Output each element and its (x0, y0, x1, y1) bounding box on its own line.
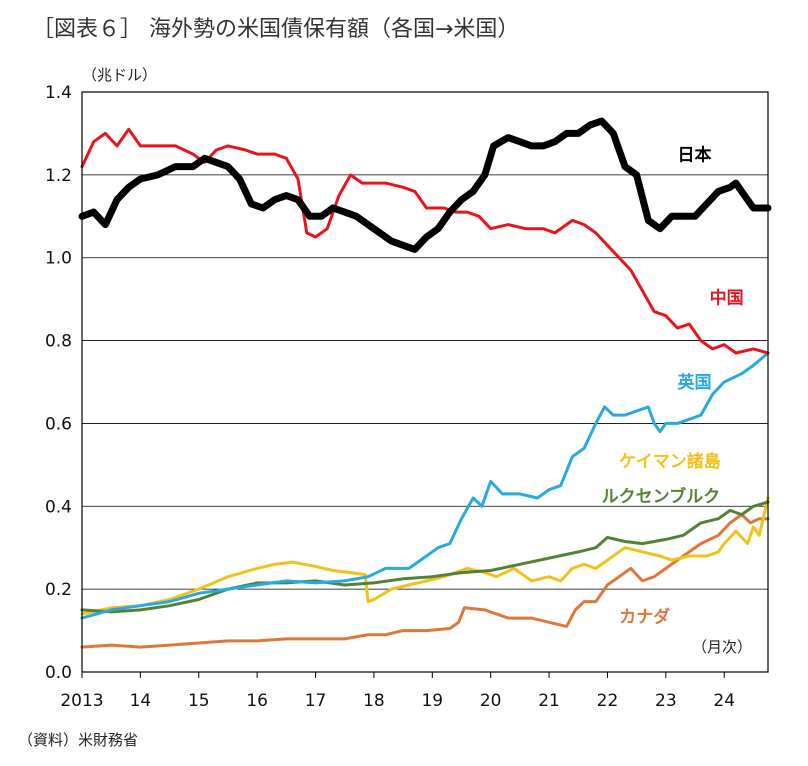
y-tick-label: 0.4 (45, 497, 72, 517)
chart-title: ［図表６］ 海外勢の米国債保有額（各国→米国） (32, 17, 519, 42)
series-label: カナダ (619, 606, 670, 627)
gridlines (82, 174, 768, 590)
y-tick-label: 1.2 (45, 166, 72, 186)
x-tick-label: 15 (188, 691, 210, 711)
x-tick-label: 20 (480, 691, 502, 711)
series-label: ケイマン諸島 (619, 451, 721, 472)
x-tick-label: 18 (363, 691, 385, 711)
y-tick-label: 1.0 (45, 249, 72, 269)
x-tick-label: 22 (597, 691, 619, 711)
y-tick-label: 1.4 (45, 83, 72, 103)
x-tick-label: 17 (305, 691, 327, 711)
x-tick-label: 16 (246, 691, 268, 711)
y-tick-label: 0.0 (45, 663, 72, 683)
y-unit-label: （兆ドル） (82, 66, 157, 84)
series-line-3 (80, 351, 770, 620)
series-line-1 (80, 496, 770, 616)
y-tick-label: 0.6 (45, 414, 72, 434)
x-axis-ticks: 2013 14 15 16 17 18 19 20 21 22 23 24 (60, 672, 735, 711)
x-unit-label: （月次） (692, 638, 752, 656)
series-label: 英国 (678, 372, 712, 393)
series-lines (78, 117, 772, 649)
series-label: ルクセンブルク (602, 486, 721, 507)
y-tick-label: 0.2 (45, 580, 72, 600)
series-label: 中国 (710, 287, 744, 308)
x-tick-label: 24 (713, 691, 735, 711)
series-line-0 (80, 513, 770, 649)
series-label: 日本 (678, 144, 712, 165)
x-tick-label: 21 (538, 691, 560, 711)
x-tick-label: 14 (130, 691, 152, 711)
x-tick-label: 2013 (60, 691, 103, 711)
x-tick-label: 23 (655, 691, 677, 711)
source-note: （資料）米財務省 (18, 731, 138, 749)
y-tick-label: 0.8 (45, 332, 72, 352)
x-tick-label: 19 (421, 691, 443, 711)
plot-frame (81, 91, 769, 673)
series-line-5 (78, 117, 772, 253)
y-axis-ticks: 0.0 0.2 0.4 0.6 0.8 1.0 1.2 1.4 (45, 83, 72, 683)
